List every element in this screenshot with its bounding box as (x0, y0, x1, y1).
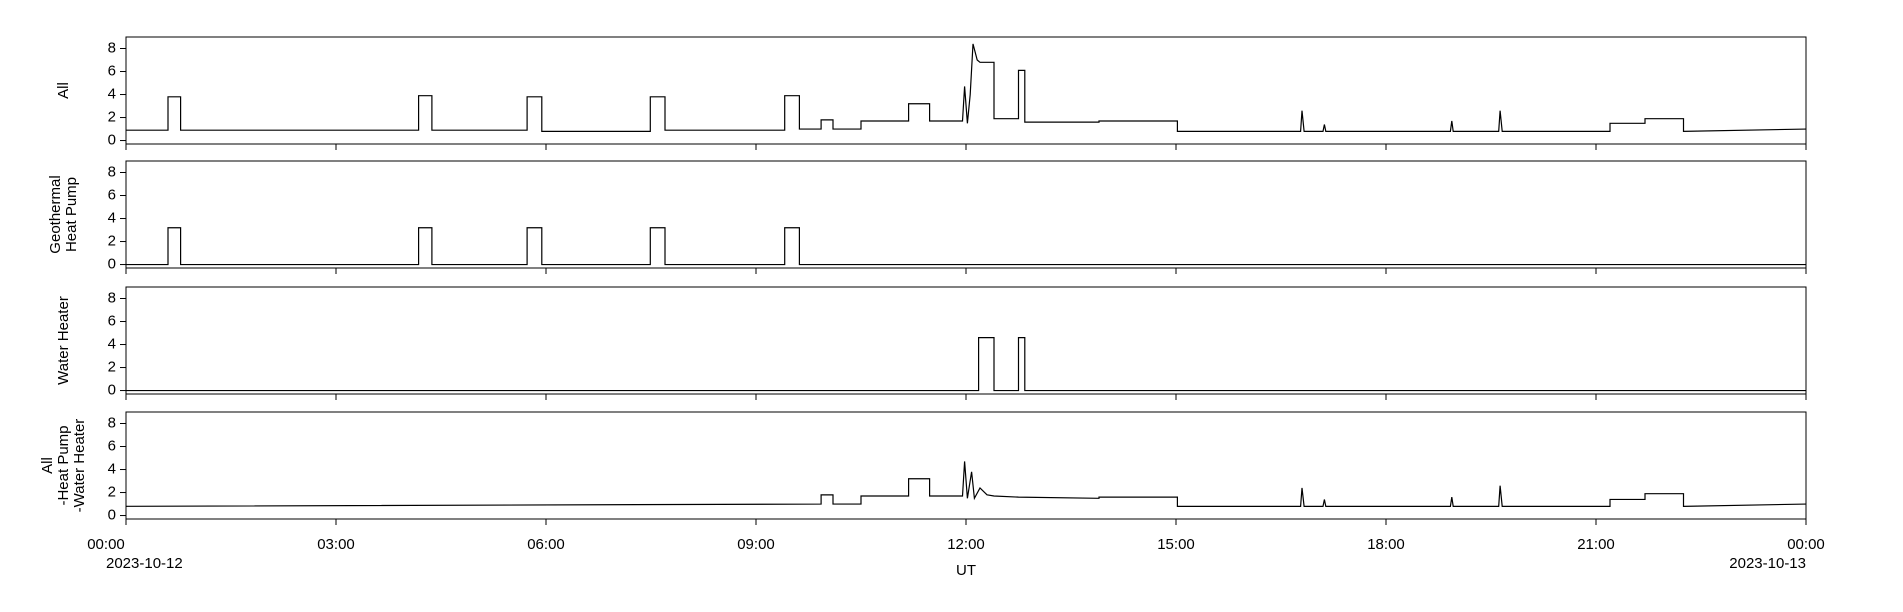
x-axis-label: UT (956, 562, 976, 579)
x-date-label: 2023-10-12 (106, 555, 183, 572)
y-tick-label: 0 (108, 132, 116, 149)
y-tick-label: 0 (108, 507, 116, 524)
y-tick-label: 4 (108, 85, 116, 102)
y-tick-label: 4 (108, 460, 116, 477)
plot-frame (125, 411, 1807, 520)
data-line (126, 337, 1806, 392)
y-tick-label: 2 (108, 233, 116, 250)
x-tick-label: 09:00 (737, 536, 775, 553)
y-axis-label: -Heat Pump (55, 425, 72, 505)
y-tick-label: 6 (108, 437, 116, 454)
plot-frame (125, 286, 1807, 395)
y-tick-label: 2 (108, 359, 116, 376)
y-tick-label: 8 (108, 39, 116, 56)
y-axis-label: -Water Heater (71, 419, 88, 513)
plot-frame (125, 36, 1807, 145)
x-tick-label: 12:00 (947, 536, 985, 553)
x-date-label: 2023-10-13 (1729, 555, 1806, 572)
y-axis-label: All (39, 457, 56, 474)
x-tick-label: 00:00 (87, 536, 125, 553)
x-tick-label: 06:00 (527, 536, 565, 553)
data-line (125, 461, 1807, 507)
y-tick-label: 6 (108, 62, 116, 79)
y-tick-label: 6 (108, 186, 116, 203)
y-tick-label: 2 (108, 109, 116, 126)
y-axis-label: Water Heater (55, 296, 72, 385)
y-tick-label: 8 (108, 414, 116, 431)
y-tick-label: 8 (108, 163, 116, 180)
y-tick-label: 8 (108, 289, 116, 306)
x-tick-label: 15:00 (1157, 536, 1195, 553)
x-tick-label: 00:00 (1787, 536, 1825, 553)
y-tick-label: 6 (108, 312, 116, 329)
x-tick-label: 03:00 (317, 536, 355, 553)
y-axis-label: Geothermal (47, 175, 64, 253)
x-tick-label: 21:00 (1577, 536, 1615, 553)
y-tick-label: 2 (108, 484, 116, 501)
data-line (126, 43, 1807, 132)
data-line (126, 227, 1806, 266)
y-tick-label: 0 (108, 382, 116, 399)
plot-frame (125, 160, 1807, 269)
x-tick-label: 18:00 (1367, 536, 1405, 553)
y-tick-label: 4 (108, 209, 116, 226)
y-tick-label: 4 (108, 335, 116, 352)
y-axis-label: All (55, 82, 72, 99)
y-axis-label: Heat Pump (63, 177, 80, 252)
y-tick-label: 0 (108, 256, 116, 273)
